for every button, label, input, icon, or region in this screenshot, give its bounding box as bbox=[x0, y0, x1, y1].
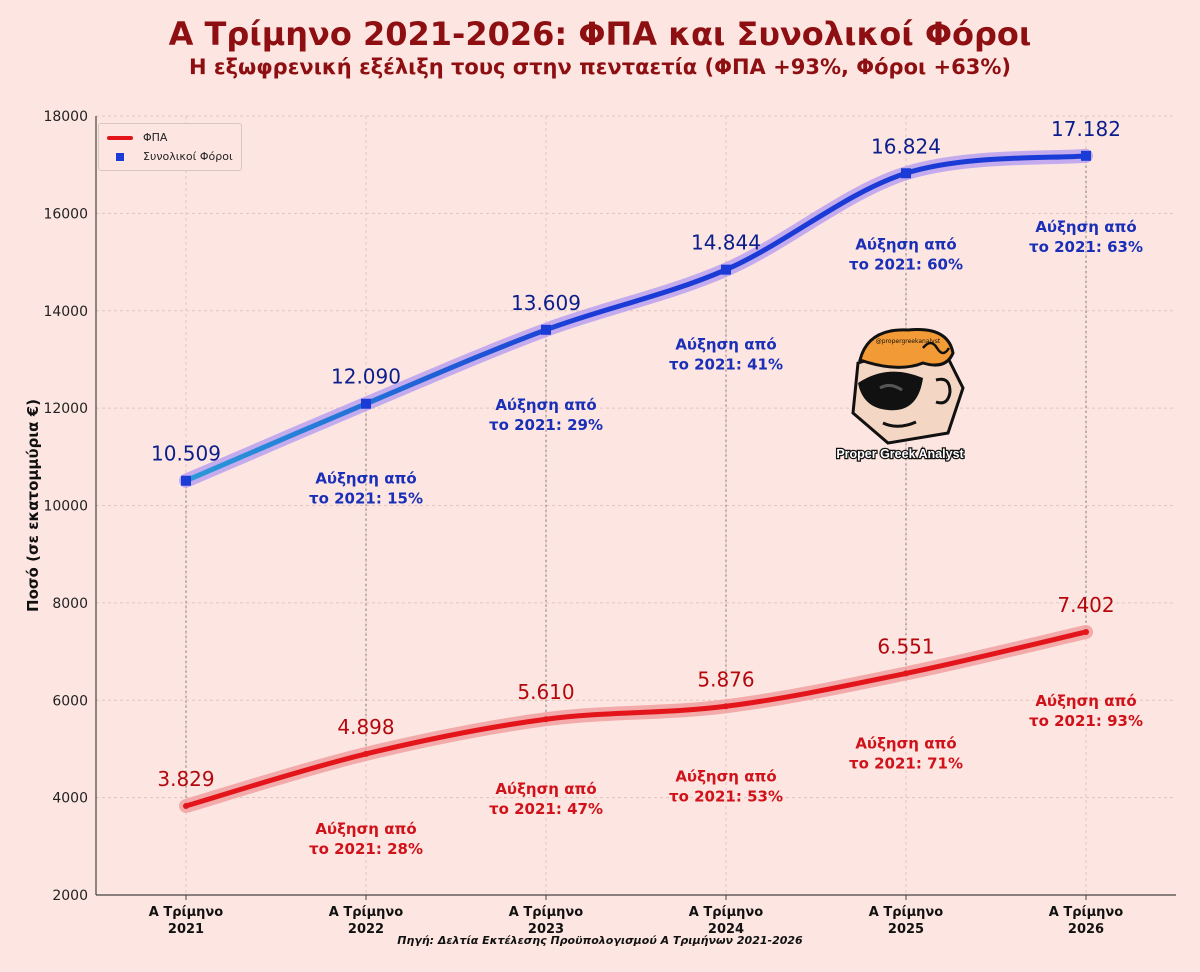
data-label-vat: 6.551 bbox=[877, 634, 934, 658]
y-tick-label: 8000 bbox=[52, 596, 88, 612]
annotation-vat: το 2021: 47% bbox=[489, 800, 603, 818]
series-line-taxes bbox=[183, 153, 1089, 484]
data-point-taxes bbox=[361, 398, 371, 409]
y-tick-label: 12000 bbox=[43, 401, 88, 417]
annotation-vat: το 2021: 71% bbox=[849, 754, 963, 772]
annotation-taxes: το 2021: 63% bbox=[1029, 238, 1143, 256]
data-point-vat bbox=[723, 703, 729, 710]
annotation-vat: το 2021: 93% bbox=[1029, 712, 1143, 730]
x-tick-label: Α Τρίμηνο bbox=[329, 905, 404, 920]
annotation-taxes: το 2021: 41% bbox=[669, 356, 783, 374]
annotation-taxes: Αύξηση από bbox=[315, 470, 416, 488]
chart-subtitle: Η εξωφρενική εξέλιξη τους στην πενταετία… bbox=[189, 55, 1011, 79]
data-label-taxes: 16.824 bbox=[871, 134, 941, 158]
data-point-vat bbox=[903, 670, 909, 677]
data-point-taxes bbox=[1081, 150, 1091, 161]
y-tick-label: 2000 bbox=[52, 888, 88, 904]
y-axis-label: Ποσό (σε εκατομμύρια €) bbox=[24, 399, 42, 612]
x-tick-label-year: 2023 bbox=[528, 922, 564, 937]
chart-title: Α Τρίμηνο 2021-2026: ΦΠΑ και Συνολικοί Φ… bbox=[168, 15, 1032, 53]
source-note: Πηγή: Δελτία Εκτέλεσης Προϋπολογισμού Α … bbox=[397, 934, 803, 947]
annotation-vat: το 2021: 28% bbox=[309, 840, 423, 858]
legend-square-swatch bbox=[116, 152, 124, 161]
data-label-vat: 5.876 bbox=[697, 667, 754, 691]
annotation-vat: Αύξηση από bbox=[315, 820, 416, 838]
y-tick-label: 18000 bbox=[43, 109, 88, 125]
data-point-taxes bbox=[181, 475, 191, 486]
annotation-taxes: Αύξηση από bbox=[1035, 218, 1136, 236]
annotation-vat: Αύξηση από bbox=[495, 780, 596, 798]
x-tick-label: Α Τρίμηνο bbox=[149, 905, 224, 920]
x-tick-label: Α Τρίμηνο bbox=[689, 905, 764, 920]
x-tick-label: Α Τρίμηνο bbox=[509, 905, 584, 920]
mascot-logo: @propergreekanalyst Proper Greek Analyst bbox=[835, 327, 966, 462]
legend-item-taxes: Συνολικοί Φόροι bbox=[107, 147, 233, 166]
series-line-vat bbox=[183, 629, 1089, 809]
data-label-vat: 7.402 bbox=[1057, 593, 1114, 617]
legend-line-swatch bbox=[107, 135, 133, 140]
mascot-caption: Proper Greek Analyst bbox=[836, 447, 964, 461]
x-tick-label-year: 2026 bbox=[1068, 922, 1104, 937]
x-tick-label: Α Τρίμηνο bbox=[1049, 905, 1124, 920]
y-tick-label: 10000 bbox=[43, 499, 88, 515]
data-label-taxes: 13.609 bbox=[511, 291, 581, 315]
data-label-vat: 5.610 bbox=[517, 680, 574, 704]
data-label-taxes: 12.090 bbox=[331, 365, 401, 389]
data-point-vat bbox=[543, 716, 549, 723]
data-label-taxes: 17.182 bbox=[1051, 117, 1121, 141]
annotation-taxes: το 2021: 29% bbox=[489, 416, 603, 434]
annotation-taxes: Αύξηση από bbox=[675, 336, 776, 354]
annotation-taxes: το 2021: 60% bbox=[849, 255, 963, 273]
data-label-taxes: 14.844 bbox=[691, 231, 761, 255]
x-tick-label-year: 2025 bbox=[888, 922, 924, 937]
data-label-vat: 4.898 bbox=[337, 715, 394, 739]
y-tick-label: 16000 bbox=[43, 206, 88, 222]
data-label-taxes: 10.509 bbox=[151, 442, 221, 466]
annotation-vat: Αύξηση από bbox=[855, 734, 956, 752]
legend-label-vat: ΦΠΑ bbox=[143, 131, 168, 144]
y-tick-label: 6000 bbox=[52, 693, 88, 709]
legend: ΦΠΑ Συνολικοί Φόροι bbox=[98, 123, 242, 171]
annotation-vat: το 2021: 53% bbox=[669, 787, 783, 805]
data-point-taxes bbox=[901, 168, 911, 179]
x-tick-label-year: 2021 bbox=[168, 922, 204, 937]
annotation-vat: Αύξηση από bbox=[675, 767, 776, 785]
annotation-vat: Αύξηση από bbox=[1035, 692, 1136, 710]
data-label-vat: 3.829 bbox=[157, 767, 214, 791]
series-line-glow-vat bbox=[179, 624, 1093, 813]
legend-label-taxes: Συνολικοί Φόροι bbox=[143, 150, 233, 163]
x-tick-label-year: 2024 bbox=[708, 922, 744, 937]
y-tick-label: 14000 bbox=[43, 304, 88, 320]
legend-item-vat: ΦΠΑ bbox=[107, 128, 233, 147]
annotation-taxes: Αύξηση από bbox=[855, 235, 956, 253]
data-point-vat bbox=[183, 802, 189, 809]
data-point-taxes bbox=[721, 264, 731, 275]
data-point-taxes bbox=[541, 324, 551, 335]
annotation-taxes: Αύξηση από bbox=[495, 396, 596, 414]
data-point-vat bbox=[1083, 628, 1089, 635]
y-tick-label: 4000 bbox=[52, 791, 88, 807]
x-tick-label: Α Τρίμηνο bbox=[869, 905, 944, 920]
mascot-handle: @propergreekanalyst bbox=[876, 338, 941, 345]
data-point-vat bbox=[363, 750, 369, 757]
x-tick-label-year: 2022 bbox=[348, 922, 384, 937]
annotation-taxes: το 2021: 15% bbox=[309, 490, 423, 508]
